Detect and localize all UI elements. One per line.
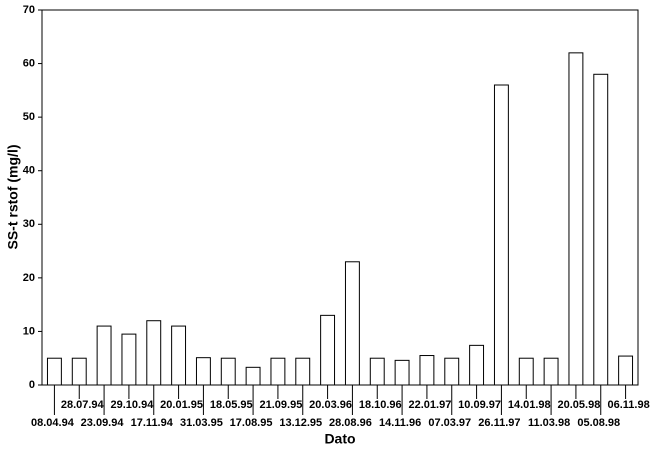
y-tick-label: 70 <box>23 4 35 16</box>
x-tick-label: 11.03.98 <box>528 417 570 429</box>
bar <box>121 333 137 386</box>
x-tick-label: 29.10.94 <box>111 399 155 411</box>
x-tick-label: 14.11.96 <box>379 417 421 429</box>
y-tick-label: 0 <box>29 379 35 391</box>
x-tick-label: 20.03.96 <box>309 399 352 411</box>
bar <box>320 314 336 386</box>
x-tick-label: 13.12.95 <box>279 417 322 429</box>
bar <box>369 357 385 386</box>
bar <box>518 357 534 386</box>
y-tick-label: 30 <box>23 218 35 230</box>
x-tick-label: 17.08.95 <box>230 417 273 429</box>
bar <box>419 355 435 386</box>
plot-frame <box>41 9 639 386</box>
x-tick-label: 18.10.96 <box>359 399 402 411</box>
bar <box>493 84 509 386</box>
bar <box>568 52 584 386</box>
bar <box>469 344 485 386</box>
bar <box>245 366 261 386</box>
x-tick-label: 07.03.97 <box>428 417 471 429</box>
y-tick-label: 40 <box>23 165 35 177</box>
x-tick-label: 08.04.94 <box>31 417 75 429</box>
x-tick-label: 21.09.95 <box>260 399 303 411</box>
x-tick-label: 05.08.98 <box>577 417 620 429</box>
x-tick-label: 17.11.94 <box>131 417 174 429</box>
bar <box>96 325 112 386</box>
bar <box>593 73 609 386</box>
y-tick-label: 20 <box>23 272 35 284</box>
x-tick-label: 28.07.94 <box>61 399 105 411</box>
bar <box>394 359 410 386</box>
y-axis-label: SS-t rstof (mg/l) <box>5 145 21 250</box>
x-tick-label: 28.08.96 <box>329 417 372 429</box>
x-tick-label: 20.05.98 <box>558 399 601 411</box>
bar <box>543 357 559 386</box>
bar <box>295 357 311 386</box>
x-tick-label: 20.01.95 <box>160 399 203 411</box>
bar <box>71 357 87 386</box>
x-tick-label: 06.11.98 <box>607 399 649 411</box>
x-tick-label: 10.09.97 <box>458 399 501 411</box>
x-tick-label: 14.01.98 <box>508 399 551 411</box>
bar <box>344 261 360 386</box>
x-axis-label: Dato <box>324 431 355 447</box>
x-tick-label: 23.09.94 <box>81 417 125 429</box>
x-tick-label: 31.03.95 <box>180 417 223 429</box>
bar <box>444 357 460 386</box>
bar <box>270 357 286 386</box>
bar <box>220 357 236 386</box>
y-tick-label: 10 <box>23 325 35 337</box>
bar <box>171 325 187 386</box>
bar <box>46 357 62 386</box>
x-tick-label: 18.05.95 <box>210 399 253 411</box>
x-tick-label: 26.11.97 <box>478 417 520 429</box>
y-tick-label: 60 <box>23 57 35 69</box>
x-tick-label: 22.01.97 <box>409 399 452 411</box>
y-tick-label: 50 <box>23 111 35 123</box>
bar <box>195 357 211 386</box>
bar <box>618 355 634 386</box>
bar <box>146 320 162 386</box>
